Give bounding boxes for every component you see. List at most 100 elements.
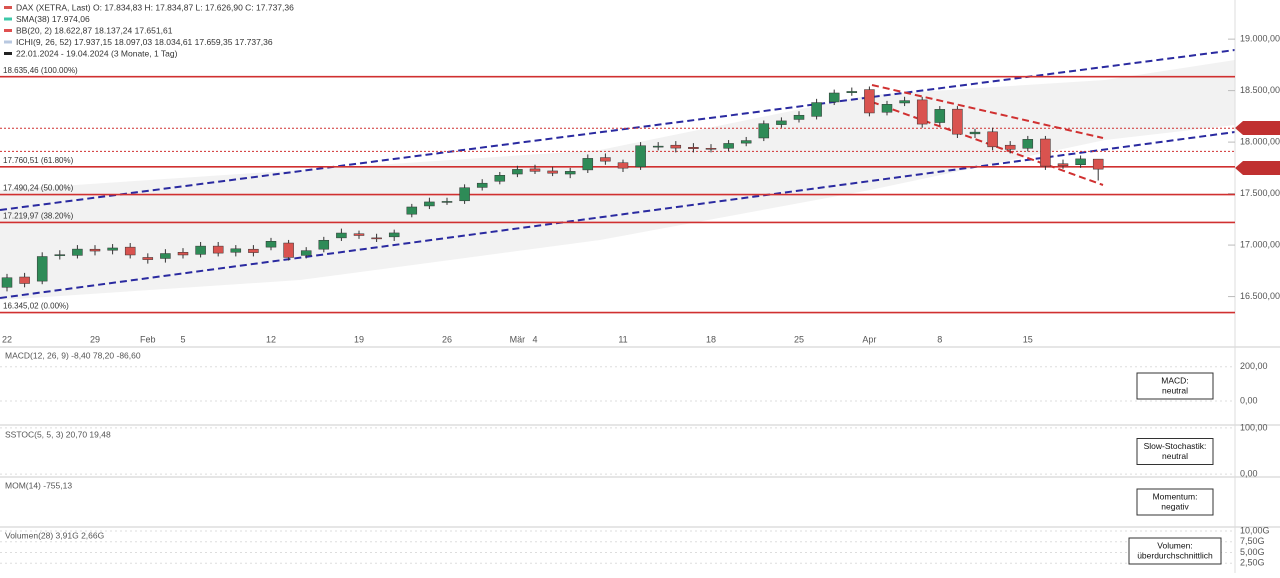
candle-body bbox=[19, 276, 30, 284]
candle-body bbox=[1075, 158, 1086, 166]
candle-body bbox=[107, 247, 118, 251]
level-label: 17.760,51 (61.80%) bbox=[3, 156, 74, 165]
y-tick-label: 19.000,00 bbox=[1240, 34, 1280, 44]
y-tick-label: 16.500,00 bbox=[1240, 291, 1280, 301]
candle-body bbox=[934, 109, 946, 123]
price-tag bbox=[1235, 161, 1280, 175]
candle-body bbox=[1, 277, 13, 288]
legend-icon bbox=[4, 52, 12, 55]
candle-body bbox=[793, 114, 805, 120]
candle-body bbox=[248, 248, 259, 253]
x-tick-label: Apr bbox=[862, 334, 876, 344]
x-tick-label: 8 bbox=[937, 334, 942, 344]
candle-body bbox=[652, 145, 664, 148]
badge bbox=[1128, 537, 1222, 565]
candle-body bbox=[177, 252, 189, 256]
candle-body bbox=[1092, 158, 1104, 170]
y-tick-label: 7,50G bbox=[1240, 536, 1265, 546]
x-tick-label: 12 bbox=[266, 334, 276, 344]
panel-legend: Volumen(28) 3,91G 2,66G bbox=[5, 530, 104, 540]
x-tick-label: 26 bbox=[442, 334, 452, 344]
trend-line bbox=[0, 131, 1236, 299]
candle-body bbox=[582, 158, 594, 171]
candle-body bbox=[811, 102, 822, 117]
candle-body bbox=[424, 201, 435, 207]
candle-body bbox=[635, 145, 646, 168]
candle-body bbox=[547, 170, 558, 174]
y-tick-label: 5,00G bbox=[1240, 547, 1265, 557]
y-tick-label: 18.000,00 bbox=[1240, 136, 1280, 146]
y-tick-label: 18.500,00 bbox=[1240, 85, 1280, 95]
badge bbox=[1136, 372, 1214, 400]
candle-body bbox=[828, 92, 840, 103]
panel-legend: SSTOC(5, 5, 3) 20,70 19,48 bbox=[5, 429, 111, 439]
x-tick-label: 15 bbox=[1023, 334, 1033, 344]
y-tick-label: 2,50G bbox=[1240, 558, 1265, 568]
candle-body bbox=[388, 232, 400, 238]
x-tick-label: Mär bbox=[510, 334, 526, 344]
badge-text: negativ bbox=[1161, 501, 1189, 511]
badge-text: neutral bbox=[1162, 385, 1188, 395]
channel-line bbox=[871, 84, 1104, 139]
candle-body bbox=[670, 144, 682, 149]
legend-text: BB(20, 2) 18.622,87 18.137,24 17.651,61 bbox=[16, 25, 173, 35]
legend-icon bbox=[4, 6, 12, 9]
candle-body bbox=[705, 148, 717, 150]
candle-body bbox=[441, 201, 453, 203]
candle-body bbox=[36, 256, 48, 282]
candle-body bbox=[899, 100, 910, 104]
x-tick-label: Feb bbox=[140, 334, 156, 344]
candle-body bbox=[1057, 163, 1069, 167]
candle-body bbox=[336, 232, 347, 239]
candle-body bbox=[89, 248, 101, 252]
candle-body bbox=[459, 187, 470, 202]
candle-body bbox=[300, 250, 312, 256]
candle-body bbox=[72, 248, 83, 256]
candle-body bbox=[494, 175, 506, 182]
candle-body bbox=[529, 168, 541, 172]
badge-text: Momentum: bbox=[1153, 491, 1198, 501]
badge-text: Slow-Stochastik: bbox=[1144, 441, 1207, 451]
badge-text: überdurchschnittlich bbox=[1137, 550, 1213, 560]
candle-body bbox=[1040, 138, 1051, 167]
y-tick-label: 200,00 bbox=[1240, 361, 1268, 371]
candle-body bbox=[881, 104, 893, 113]
y-tick-label: 17.500,00 bbox=[1240, 188, 1280, 198]
candle-body bbox=[969, 131, 981, 135]
candle-body bbox=[124, 246, 136, 256]
x-tick-label: 5 bbox=[180, 334, 185, 344]
x-tick-label: 22 bbox=[2, 334, 12, 344]
candle-body bbox=[864, 89, 875, 114]
candle-body bbox=[371, 237, 382, 240]
candle-body bbox=[353, 233, 365, 236]
candle-body bbox=[512, 169, 523, 175]
level-label: 17.219,97 (38.20%) bbox=[3, 212, 74, 221]
badge bbox=[1136, 488, 1214, 516]
candle-body bbox=[740, 140, 752, 144]
candle-body bbox=[318, 239, 330, 250]
candle-body bbox=[476, 182, 488, 188]
level-label: 17.490,24 (50.00%) bbox=[3, 184, 74, 193]
candle-body bbox=[758, 123, 770, 139]
candle-body bbox=[600, 157, 611, 162]
level-label: 16.345,02 (0.00%) bbox=[3, 302, 69, 311]
candle-body bbox=[688, 147, 699, 149]
y-tick-label: 0,00 bbox=[1240, 469, 1258, 479]
candle-body bbox=[846, 91, 858, 93]
y-tick-label: 0,00 bbox=[1240, 395, 1258, 405]
candle-body bbox=[142, 257, 154, 260]
badge bbox=[1136, 438, 1214, 465]
x-tick-label: 11 bbox=[618, 334, 627, 344]
candle-body bbox=[160, 253, 171, 259]
badge-text: Volumen: bbox=[1157, 540, 1192, 550]
candle-body bbox=[617, 162, 629, 169]
candle-body bbox=[1022, 139, 1034, 149]
candle-body bbox=[776, 120, 787, 125]
panel-legend: MACD(12, 26, 9) -8,40 78,20 -86,60 bbox=[5, 350, 141, 360]
badge-text: MACD: bbox=[1161, 375, 1188, 385]
price-tag bbox=[1235, 121, 1280, 135]
candle-body bbox=[987, 131, 998, 148]
legend-icon bbox=[4, 40, 12, 44]
candle-body bbox=[916, 99, 928, 125]
